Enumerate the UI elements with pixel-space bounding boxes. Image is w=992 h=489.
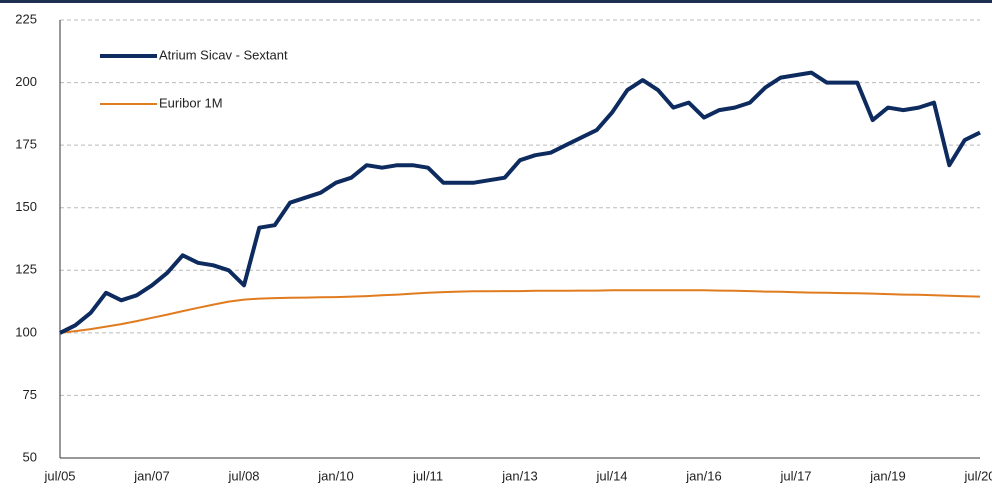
top-border	[0, 0, 992, 3]
x-tick-label: jan/10	[317, 468, 353, 483]
y-tick-label: 125	[15, 262, 37, 277]
y-tick-label: 225	[15, 11, 37, 26]
y-tick-label: 200	[15, 74, 37, 89]
x-tick-label: jan/07	[133, 468, 169, 483]
legend-label: Atrium Sicav - Sextant	[159, 47, 288, 62]
x-tick-label: jul/08	[227, 468, 259, 483]
y-tick-label: 50	[23, 449, 37, 464]
y-tick-label: 150	[15, 199, 37, 214]
x-tick-label: jul/05	[43, 468, 75, 483]
series-line	[59, 289, 981, 334]
y-tick-label: 75	[23, 387, 37, 402]
x-tick-label: jul/17	[779, 468, 811, 483]
y-tick-label: 100	[15, 324, 37, 339]
x-tick-label: jan/13	[501, 468, 537, 483]
x-tick-label: jul/20	[963, 468, 992, 483]
x-tick-label: jul/14	[595, 468, 627, 483]
legend-label: Euribor 1M	[159, 95, 223, 110]
y-tick-label: 175	[15, 137, 37, 152]
x-tick-label: jan/16	[685, 468, 721, 483]
x-tick-label: jan/19	[869, 468, 905, 483]
series-line	[59, 70, 981, 335]
x-tick-label: jul/11	[412, 468, 443, 483]
